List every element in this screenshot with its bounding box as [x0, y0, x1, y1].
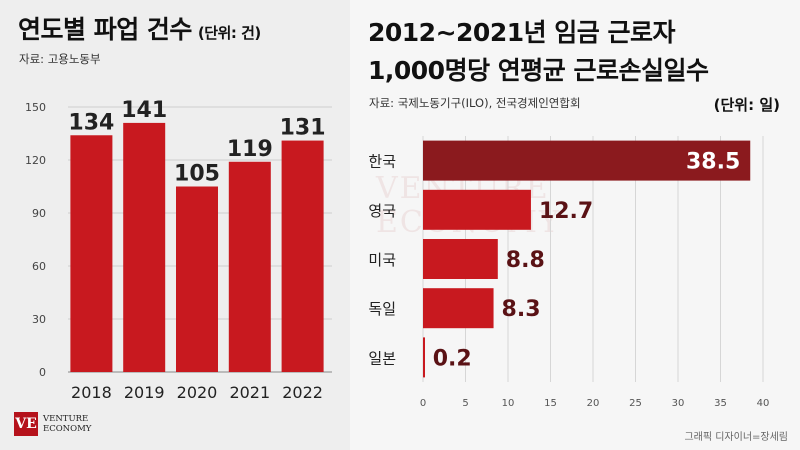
right-title-line1: 2012~2021년 임금 근로자 — [368, 18, 676, 47]
left-y-tick-label: 60 — [32, 260, 46, 273]
right-x-tick-label: 5 — [462, 398, 468, 409]
logo-line2: ECONOMY — [43, 424, 92, 434]
right-bar-value-label: 38.5 — [686, 150, 740, 175]
left-title-text: 연도별 파업 건수 — [18, 15, 192, 44]
right-unit-label: (단위: 일) — [713, 96, 780, 114]
right-bar-미국 — [423, 239, 498, 279]
left-bar-value-label: 105 — [174, 162, 220, 187]
left-x-tick-label: 2022 — [282, 383, 323, 402]
left-y-tick-label: 120 — [25, 154, 46, 167]
right-bars: 한국 38.5 영국 12.7 미국 8.8 독일 8.3 일본 0.2 — [368, 140, 751, 378]
right-y-tick-label: 한국 — [368, 153, 396, 171]
left-bars: 134 2018 141 2019 105 2020 119 2021 131 2022 — [68, 98, 325, 402]
right-bar-영국 — [423, 189, 531, 230]
right-x-tick-label: 10 — [502, 398, 515, 409]
right-bar-value-label: 12.7 — [539, 199, 593, 224]
left-bar-value-label: 119 — [227, 137, 273, 162]
right-bar-value-label: 0.2 — [433, 346, 472, 371]
left-bar-2020 — [176, 186, 218, 372]
right-title-line2: 1,000명당 연평균 근로손실일수 — [368, 56, 709, 85]
left-x-tick-label: 2021 — [229, 383, 270, 402]
left-y-tick-label: 90 — [32, 207, 46, 220]
right-x-tick-label: 30 — [672, 398, 685, 409]
logo-text: VENTURE ECONOMY — [43, 414, 91, 434]
right-y-tick-label: 일본 — [368, 349, 396, 367]
right-source-label: 자료: 국제노동기구(ILO), 전국경제인연합회 — [369, 96, 581, 110]
left-chart-title: 연도별 파업 건수 (단위: 건) — [18, 10, 261, 46]
left-y-tick-label: 150 — [25, 101, 46, 114]
right-bar-value-label: 8.8 — [506, 248, 545, 273]
left-bar-2019 — [123, 122, 166, 373]
right-chart-title: 2012~2021년 임금 근로자 1,000명당 연평균 근로손실일수 — [368, 14, 709, 90]
left-bar-2021 — [228, 161, 271, 372]
left-bar-value-label: 131 — [280, 116, 326, 141]
right-bar-value-label: 8.3 — [502, 297, 541, 322]
right-y-tick-label: 미국 — [368, 251, 396, 269]
right-x-tick-label: 0 — [420, 398, 426, 409]
right-bar-한국 — [423, 140, 751, 181]
right-x-tick-label: 25 — [629, 398, 642, 409]
left-y-tick-label: 30 — [32, 313, 46, 326]
venture-economy-logo: VE VENTURE ECONOMY — [14, 412, 91, 436]
left-x-tick-label: 2019 — [124, 383, 165, 402]
right-bar-독일 — [423, 288, 494, 329]
right-y-tick-label: 영국 — [368, 202, 396, 220]
designer-credit: 그래픽 디자이너=장세림 — [684, 432, 788, 443]
left-x-tick-label: 2018 — [71, 383, 112, 402]
right-y-tick-label: 독일 — [368, 300, 396, 318]
right-x-tick-label: 15 — [544, 398, 557, 409]
right-x-tick-label: 35 — [714, 398, 727, 409]
right-x-tick-label: 20 — [587, 398, 600, 409]
right-x-tick-label: 40 — [757, 398, 770, 409]
left-bar-value-label: 141 — [121, 98, 167, 123]
left-bar-2022 — [281, 140, 324, 372]
left-y-tick-label: 0 — [39, 366, 46, 379]
logo-mark: VE — [14, 412, 38, 436]
left-unit-label: (단위: 건) — [197, 24, 261, 42]
right-bar-일본 — [423, 337, 425, 378]
left-bar-2018 — [70, 135, 113, 372]
left-bar-value-label: 134 — [68, 110, 114, 135]
logo-line1: VENTURE — [43, 414, 89, 424]
left-x-tick-label: 2020 — [177, 383, 218, 402]
left-source-label: 자료: 고용노동부 — [19, 52, 101, 66]
